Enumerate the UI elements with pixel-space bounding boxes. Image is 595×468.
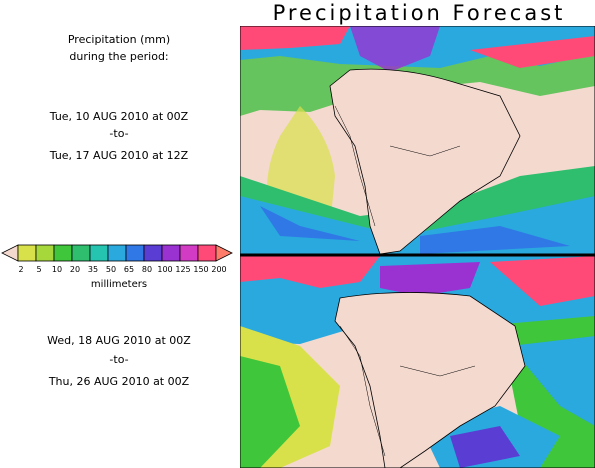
legend-swatch — [107, 244, 127, 262]
period1-start: Tue, 10 AUG 2010 at 00Z — [49, 110, 189, 123]
legend-tick-label: 150 — [193, 265, 208, 274]
chart-title: Precipitation Forecast — [272, 1, 566, 25]
forecast-maps — [240, 26, 595, 468]
legend-over-arrow — [215, 244, 233, 262]
precipitation-legend: 2 5 10 20 35 50 65 80 100 125 150 200 — [1, 244, 233, 274]
legend-swatch — [197, 244, 217, 262]
legend-swatch — [17, 244, 37, 262]
period2-start: Wed, 18 AUG 2010 at 00Z — [47, 334, 191, 347]
legend-swatch — [71, 244, 91, 262]
period2-separator: -to- — [109, 353, 129, 366]
legend-tick-label: 65 — [124, 265, 134, 274]
legend-swatch — [53, 244, 73, 262]
legend-under-arrow — [1, 244, 19, 262]
legend-swatch — [161, 244, 181, 262]
legend-tick-label: 200 — [211, 265, 226, 274]
legend-tick-label: 125 — [175, 265, 190, 274]
header-line-1: Precipitation (mm) — [67, 33, 171, 46]
legend-unit-label: millimeters — [90, 279, 148, 290]
header-line-2: during the period: — [69, 50, 169, 63]
legend-swatch — [143, 244, 163, 262]
legend-tick-label: 5 — [36, 265, 41, 274]
legend-swatch — [35, 244, 55, 262]
legend-swatch — [179, 244, 199, 262]
legend-swatch — [125, 244, 145, 262]
period1-separator: -to- — [109, 127, 129, 140]
legend-swatch — [89, 244, 109, 262]
map-panel-period2 — [240, 256, 595, 468]
legend-tick-label: 80 — [142, 265, 152, 274]
legend-tick-label: 2 — [18, 265, 23, 274]
period1-end: Tue, 17 AUG 2010 at 12Z — [49, 149, 189, 162]
map-panel-period1 — [240, 26, 595, 254]
period2-end: Thu, 26 AUG 2010 at 00Z — [48, 375, 190, 388]
legend-tick-label: 10 — [52, 265, 62, 274]
legend-tick-label: 100 — [157, 265, 172, 274]
legend-tick-label: 35 — [88, 265, 98, 274]
legend-tick-label: 20 — [70, 265, 80, 274]
legend-tick-label: 50 — [106, 265, 116, 274]
